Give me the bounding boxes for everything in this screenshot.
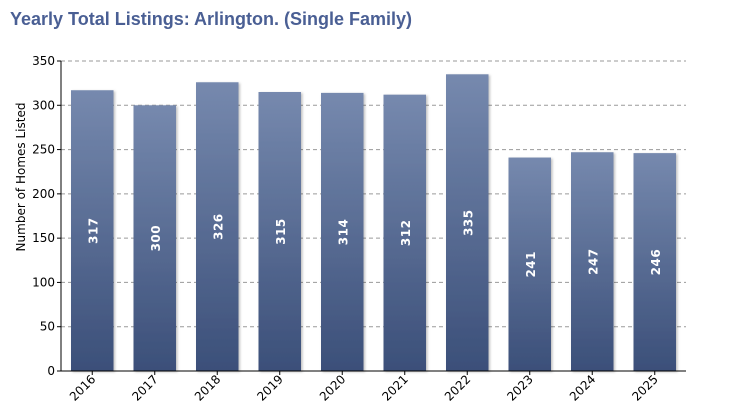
x-tick-label: 2019 — [254, 372, 285, 403]
bar-2024 — [571, 152, 614, 371]
bar-2021 — [383, 94, 426, 372]
y-tick-label: 250 — [32, 143, 55, 157]
y-tick-label: 300 — [32, 98, 55, 112]
y-tick-label: 350 — [32, 54, 55, 68]
x-tick-label: 2025 — [629, 372, 660, 403]
bar-2016 — [71, 90, 114, 371]
bar-value-label: 315 — [274, 218, 288, 245]
bar-2020 — [321, 92, 364, 371]
bar-2018 — [196, 82, 239, 371]
bar-value-label: 300 — [149, 225, 163, 252]
x-tick-label: 2018 — [192, 372, 223, 403]
y-tick-label: 200 — [32, 187, 55, 201]
y-tick-label: 100 — [32, 275, 55, 289]
chart-title: Yearly Total Listings: Arlington. (Singl… — [10, 9, 413, 29]
y-tick-label: 150 — [32, 231, 55, 245]
bar-value-label: 317 — [86, 217, 100, 244]
bar-2017 — [133, 105, 176, 372]
bar-value-label: 312 — [399, 220, 413, 247]
x-tick-label: 2017 — [129, 372, 160, 403]
bar-2023 — [508, 157, 551, 371]
y-tick-label: 0 — [47, 364, 55, 378]
bar-2022 — [446, 74, 489, 372]
bar-value-label: 314 — [336, 219, 350, 246]
bar-2019 — [258, 92, 301, 371]
x-tick-label: 2022 — [442, 372, 473, 403]
bar-2025 — [633, 153, 676, 371]
bar-value-label: 326 — [211, 213, 225, 240]
x-tick-label: 2020 — [317, 372, 348, 403]
x-tick-label: 2024 — [567, 372, 598, 403]
bar-value-label: 246 — [649, 249, 663, 276]
y-tick-label: 50 — [40, 320, 55, 334]
bar-value-label: 335 — [461, 209, 475, 236]
y-axis-label: Number of Homes Listed — [14, 103, 28, 252]
x-tick-label: 2016 — [67, 372, 98, 403]
x-tick-label: 2021 — [379, 372, 410, 403]
bar-value-label: 241 — [524, 251, 538, 278]
bar-value-label: 247 — [586, 248, 600, 275]
x-tick-label: 2023 — [504, 372, 535, 403]
bar-layer: 317 300 326 315 314 312 335 241 247 246 — [71, 74, 676, 372]
